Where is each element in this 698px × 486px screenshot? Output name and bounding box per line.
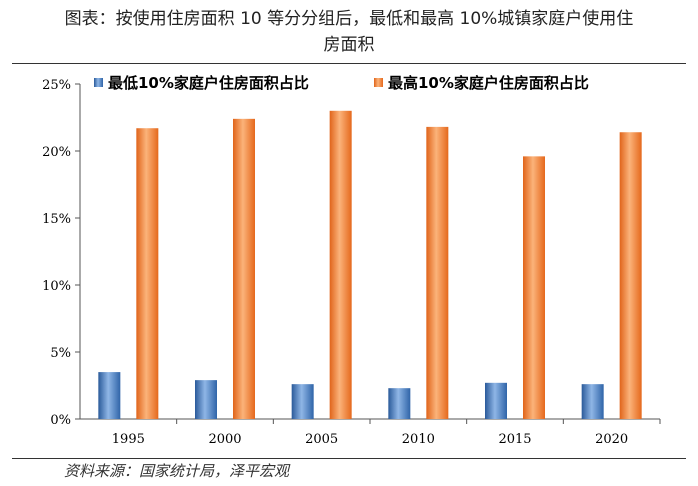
source-note: 资料来源：国家统计局，泽平宏观 bbox=[64, 462, 290, 480]
legend-label-highest: 最高10%家庭户住房面积占比 bbox=[388, 74, 589, 92]
chart-legend: 最低10%家庭户住房面积占比 最高10%家庭户住房面积占比 bbox=[94, 74, 589, 92]
chart-title: 图表：按使用住房面积 10 等分分组后，最低和最高 10%城镇家庭户使用住 房面… bbox=[0, 6, 698, 58]
x-tick-label: 2010 bbox=[402, 432, 435, 447]
chart-bars bbox=[98, 110, 642, 420]
bar-highest-10pct bbox=[233, 118, 255, 419]
x-tick-label: 2005 bbox=[305, 432, 338, 447]
bar-lowest-10pct bbox=[291, 384, 314, 419]
legend-label-lowest: 最低10%家庭户住房面积占比 bbox=[108, 74, 309, 92]
bar-lowest-10pct bbox=[388, 388, 411, 419]
y-tick-label: 20% bbox=[42, 145, 71, 160]
y-tick-label: 0% bbox=[50, 413, 71, 428]
y-tick-label: 25% bbox=[42, 78, 71, 93]
y-tick-label: 5% bbox=[50, 346, 71, 361]
y-tick-label: 10% bbox=[42, 279, 71, 294]
chart-axes: 0% 5% 10% 15% 20% 25% 1995 2000 2005 2010 2015 2020 bbox=[42, 78, 661, 447]
bar-highest-10pct bbox=[619, 132, 642, 420]
x-tick-label: 2020 bbox=[595, 432, 628, 447]
legend-swatch-lowest bbox=[94, 78, 103, 87]
bar-lowest-10pct bbox=[485, 382, 507, 419]
legend-swatch-highest bbox=[374, 78, 383, 87]
top-rule bbox=[12, 63, 686, 64]
x-tick-label: 2000 bbox=[208, 432, 241, 447]
bar-highest-10pct bbox=[523, 156, 545, 420]
y-tick-label: 15% bbox=[42, 212, 71, 227]
bar-highest-10pct bbox=[136, 128, 159, 419]
bar-lowest-10pct bbox=[98, 372, 121, 419]
x-tick-label: 2015 bbox=[498, 432, 531, 447]
bar-lowest-10pct bbox=[195, 380, 217, 419]
bar-lowest-10pct bbox=[581, 384, 604, 419]
bar-highest-10pct bbox=[329, 110, 352, 420]
chart-title-line-2: 房面积 bbox=[323, 35, 375, 55]
x-tick-label: 1995 bbox=[112, 432, 145, 447]
chart-title-line-1: 图表：按使用住房面积 10 等分分组后，最低和最高 10%城镇家庭户使用住 bbox=[64, 9, 634, 29]
bottom-rule bbox=[12, 458, 686, 459]
bar-highest-10pct bbox=[426, 126, 449, 419]
